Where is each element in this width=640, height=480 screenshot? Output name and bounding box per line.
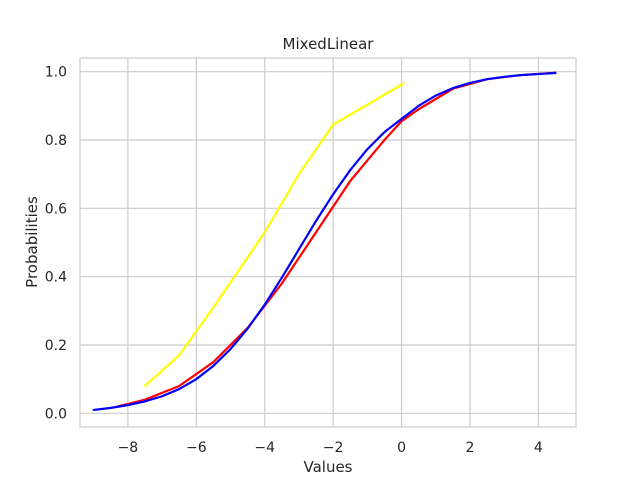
grid-lines [80, 58, 576, 427]
series-line-1 [143, 82, 405, 388]
y-axis-label: Probabilities [23, 196, 41, 288]
x-tick-label: 2 [465, 440, 474, 456]
y-tick-label: 0.6 [45, 201, 67, 217]
x-tick-label: 0 [397, 440, 406, 456]
series-lines [92, 71, 557, 412]
y-tick-label: 0.4 [45, 270, 67, 286]
plot-frame [79, 57, 577, 428]
x-tick-label: −6 [186, 440, 207, 456]
x-tick-label: −4 [254, 440, 275, 456]
x-axis-label: Values [303, 458, 352, 476]
y-tick-label: 1.0 [45, 65, 67, 81]
x-tick-label: −8 [118, 440, 139, 456]
x-tick-label: −2 [323, 440, 344, 456]
x-tick-label: 4 [534, 440, 543, 456]
y-tick-label: 0.0 [45, 406, 67, 422]
y-tick-label: 0.8 [45, 133, 67, 149]
plot-area [80, 58, 576, 427]
y-tick-labels: 0.0 0.2 0.4 0.6 0.8 1.0 [45, 65, 67, 423]
x-tick-labels: −8 −6 −4 −2 0 2 4 [118, 440, 543, 456]
y-tick-label: 0.2 [45, 338, 67, 354]
series-line-3 [92, 71, 557, 412]
chart-title: MixedLinear [283, 35, 375, 53]
